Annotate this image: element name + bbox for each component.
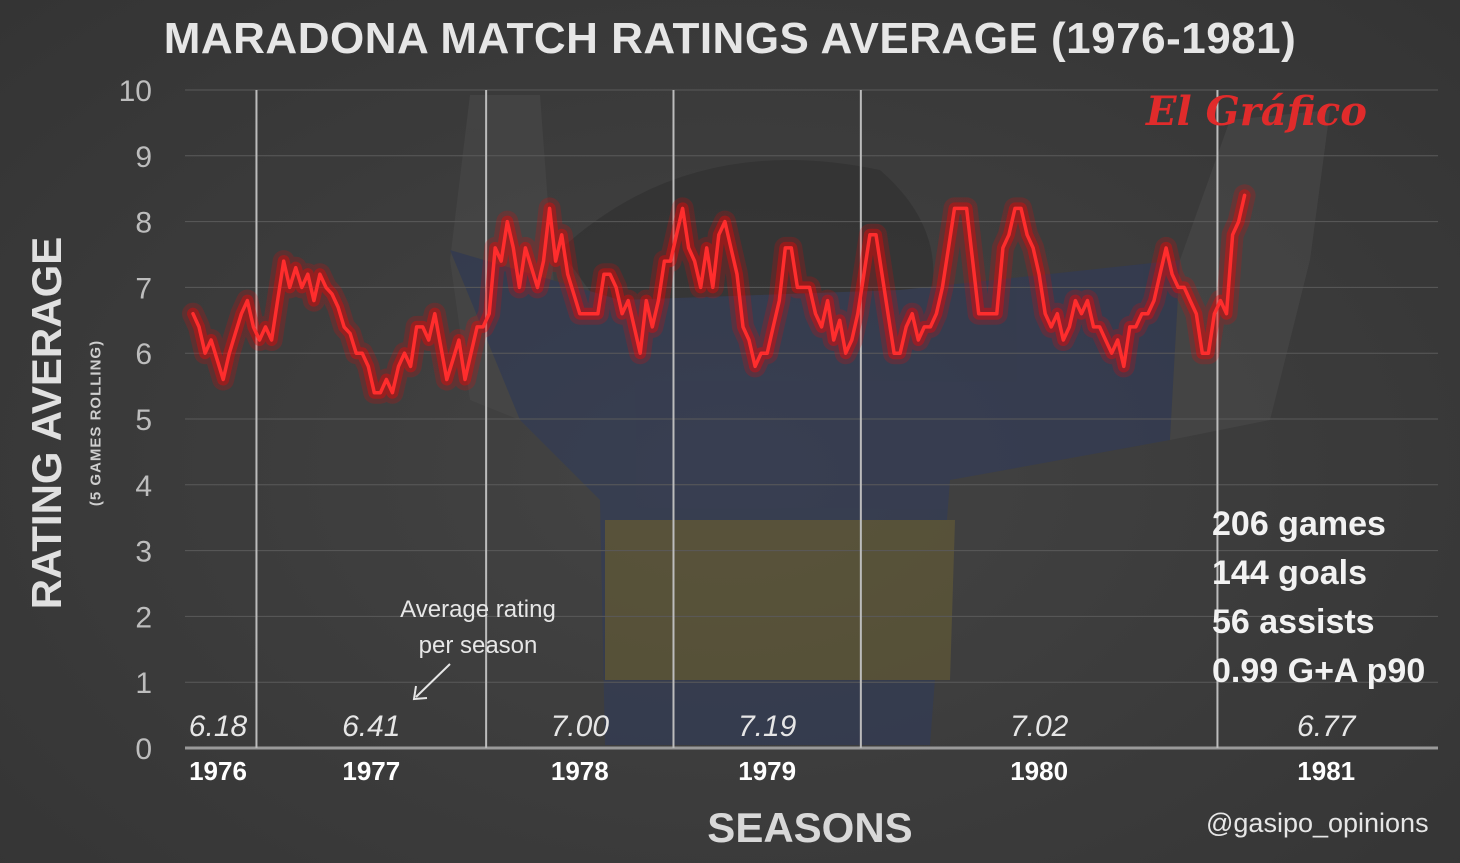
season-tick-label: 1981: [1297, 756, 1355, 786]
season-average-label: 6.18: [189, 710, 248, 743]
season-average-label: 7.02: [1010, 710, 1069, 743]
season-average-label: 6.41: [342, 710, 400, 743]
season-tick-label: 1978: [551, 756, 609, 786]
y-tick-label: 2: [135, 601, 152, 634]
season-tick-label: 1979: [738, 756, 796, 786]
y-tick-label: 1: [135, 667, 152, 700]
season-average-label: 6.77: [1297, 710, 1357, 743]
el-grafico-logo: El Gráfico: [1146, 88, 1367, 135]
y-tick-label: 5: [135, 404, 152, 437]
season-average-annotation: Average rating per season: [400, 592, 556, 664]
stat-ga-p90: 0.99 G+A p90: [1212, 652, 1426, 690]
y-tick-label: 7: [135, 272, 152, 305]
y-tick-label: 0: [135, 733, 152, 766]
stat-goals: 144 goals: [1212, 554, 1367, 592]
y-tick-label: 10: [119, 75, 152, 108]
season-tick-label: 1976: [189, 756, 247, 786]
x-axis-label: SEASONS: [707, 804, 913, 851]
y-tick-label: 4: [135, 470, 152, 503]
career-stats: 206 games 144 goals 56 assists 0.99 G+A …: [1212, 500, 1425, 696]
season-tick-label: 1980: [1010, 756, 1068, 786]
rating-line: [191, 193, 1247, 395]
season-tick-label: 1977: [342, 756, 400, 786]
y-tick-label: 9: [135, 141, 152, 174]
author-credit: @gasipo_opinions: [1206, 808, 1429, 838]
y-tick-label: 6: [135, 338, 152, 371]
season-average-label: 7.00: [551, 710, 610, 743]
y-tick-label: 3: [135, 536, 152, 569]
stat-assists: 56 assists: [1212, 603, 1375, 641]
chart-title: MARADONA MATCH RATINGS AVERAGE (1976-198…: [163, 14, 1297, 63]
y-tick-label: 8: [135, 207, 152, 240]
stat-games: 206 games: [1212, 505, 1386, 543]
annotation-line-1: Average rating: [400, 596, 556, 623]
season-average-label: 7.19: [738, 710, 797, 743]
annotation-line-2: per season: [418, 632, 538, 659]
